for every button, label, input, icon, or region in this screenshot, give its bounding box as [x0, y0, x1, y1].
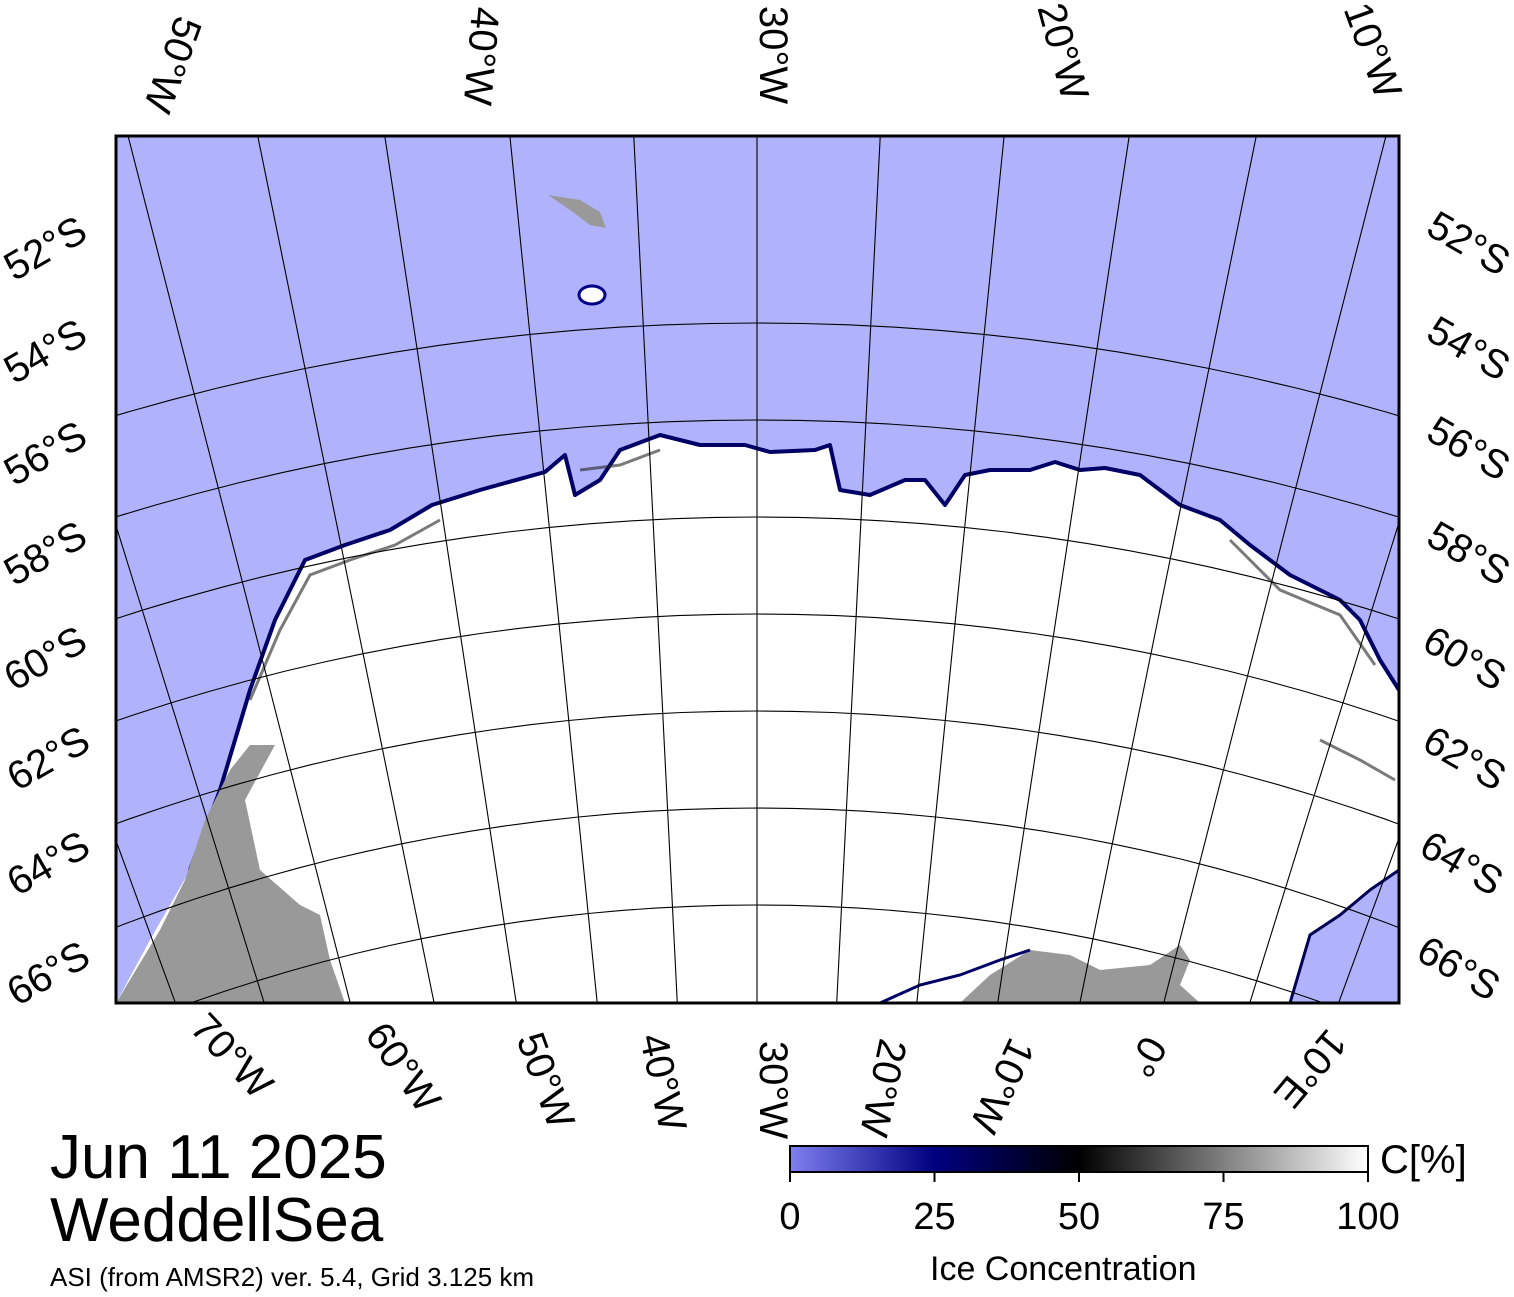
right-latitude-label: 66°S — [1410, 928, 1507, 1010]
top-longitude-label: 10°W — [1335, 0, 1410, 104]
south-georgia — [548, 195, 606, 228]
right-latitude-label: 60°S — [1416, 618, 1513, 700]
ice-edge — [188, 433, 1399, 871]
right-latitude-label: 62°S — [1416, 718, 1513, 800]
meridian-line — [127, 136, 351, 1003]
right-latitude-label: 64°S — [1413, 823, 1510, 905]
top-longitude-label: 30°W — [751, 6, 795, 104]
top-longitude-label: 20°W — [1029, 0, 1097, 105]
antarctic-peninsula — [116, 745, 345, 1003]
colorbar-tick-label: 25 — [913, 1196, 956, 1238]
meridian-line — [633, 136, 678, 1003]
left-latitude-label: 56°S — [0, 413, 94, 495]
bottom-longitude-label: 10°W — [961, 1032, 1043, 1140]
colorbar-unit: C[%] — [1380, 1138, 1467, 1182]
bottom-longitude-label: 60°W — [356, 1015, 449, 1121]
right-latitude-label: 52°S — [1420, 203, 1514, 285]
top-longitude-label: 40°W — [455, 5, 507, 107]
bottom-longitude-label: 10°E — [1265, 1021, 1355, 1116]
region-label: WeddellSea — [50, 1186, 384, 1255]
bottom-longitude-label: 0° — [1118, 1029, 1175, 1084]
map-frame — [114, 134, 1401, 1005]
date-label: Jun 11 2025 — [50, 1123, 387, 1192]
meridian-line — [384, 136, 517, 1003]
left-latitude-label: 64°S — [0, 823, 97, 905]
left-latitude-label: 60°S — [0, 618, 94, 700]
antarctic-coast — [960, 945, 1200, 1003]
left-latitude-label: 54°S — [0, 311, 94, 393]
right-latitude-label: 54°S — [1420, 308, 1514, 390]
meridian-line — [116, 523, 265, 1003]
meridian-line — [509, 136, 598, 1003]
source-info: ASI (from AMSR2) ver. 5.4, Grid 3.125 km — [50, 1262, 535, 1292]
meridian-line — [916, 136, 1005, 1003]
left-latitude-label: 62°S — [0, 718, 97, 800]
left-latitude-label: 66°S — [0, 933, 97, 1015]
meridian-line — [1249, 520, 1399, 1003]
left-latitude-label: 58°S — [0, 513, 94, 595]
bottom-longitude-label: 70°W — [182, 1005, 281, 1107]
meridian-line — [1079, 136, 1257, 1003]
meridian-line — [997, 136, 1130, 1003]
top-longitude-label: 50°W — [135, 11, 210, 119]
colorbar-tick-label: 0 — [779, 1196, 801, 1238]
meridian-line — [836, 136, 881, 1003]
bottom-longitude-label: 30°W — [751, 1041, 795, 1139]
colorbar-title: Ice Concentration — [930, 1250, 1197, 1288]
right-latitude-label: 56°S — [1420, 408, 1514, 490]
colorbar-tick-label: 75 — [1202, 1196, 1245, 1238]
colorbar — [789, 1145, 1369, 1173]
colorbar-tick-label: 100 — [1336, 1196, 1400, 1238]
meridian-line — [257, 136, 435, 1003]
bottom-longitude-label: 40°W — [631, 1030, 695, 1135]
south-orkney — [577, 284, 607, 306]
meridian-line — [1163, 136, 1387, 1003]
bottom-longitude-label: 20°W — [851, 1035, 915, 1140]
right-latitude-label: 58°S — [1420, 513, 1514, 595]
colorbar-tick-label: 50 — [1057, 1196, 1101, 1238]
bottom-longitude-label: 50°W — [508, 1027, 583, 1135]
left-latitude-label: 52°S — [0, 208, 94, 290]
